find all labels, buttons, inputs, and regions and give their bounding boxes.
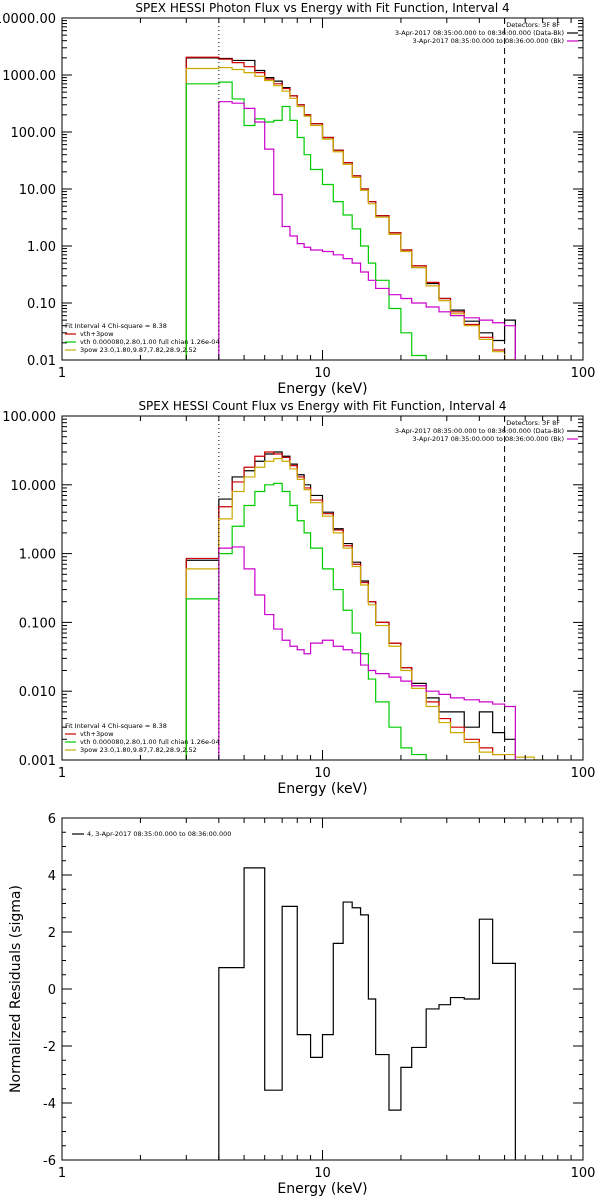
x-axis-label: Energy (keV)	[277, 1181, 367, 1197]
y-tick-label: 10.000	[11, 479, 57, 494]
legend-entry-label: 3-Apr-2017 08:35:00.000 to 08:36:00.000 …	[413, 435, 564, 443]
y-tick-label: -2	[43, 1040, 56, 1055]
chart-panel-3: 1 10 100 Energy (keV) 6 4 2 0 -2 -4 -6 Normalized R…	[8, 812, 595, 1197]
legend-entry-label: 3pow 23.0,1.80,9.87,7.82,28.9,2.52	[80, 746, 197, 754]
y-tick-label: 6	[48, 812, 56, 827]
y-tick-label: 1000.00	[2, 69, 56, 84]
chart-panel-2: SPEX HESSI Count Flux vs Energy with Fit…	[2, 399, 595, 797]
legend-header: Detectors: 3F 8F	[506, 21, 560, 29]
legend-entry-label: vth 0.000080,2.80,1.00 full chian 1.26e-…	[80, 338, 220, 346]
y-tick-label: -4	[43, 1097, 56, 1112]
y-tick-label: 100.00	[11, 126, 57, 141]
y-tick-label: 0	[48, 983, 56, 998]
legend-entry-label: 3-Apr-2017 08:35:00.000 to 08:36:00.000 …	[395, 427, 564, 435]
chart-title: SPEX HESSI Count Flux vs Energy with Fit…	[138, 399, 506, 413]
chart-title: SPEX HESSI Photon Flux vs Energy with Fi…	[135, 1, 509, 15]
x-tick-label: 1	[58, 766, 66, 781]
x-tick-label: 100	[571, 366, 596, 381]
legend-header: Fit Interval 4 Chi-square = 8.38	[65, 722, 167, 730]
x-tick-label: 100	[571, 766, 596, 781]
series-group	[185, 56, 527, 360]
y-tick-label: 0.10	[27, 297, 56, 312]
y-tick-label: 100.000	[2, 410, 56, 425]
legend-top-right: Detectors: 3F 8F3-Apr-2017 08:35:00.000 …	[395, 21, 578, 45]
legend-header: Detectors: 3F 8F	[506, 419, 560, 427]
y-tick-label: 0.100	[19, 616, 56, 631]
x-tick-label: 10	[314, 766, 331, 781]
y-tick-label: 10000.00	[0, 12, 56, 27]
y-tick-label: 1.000	[19, 548, 56, 563]
y-tick-label: 0.010	[19, 685, 56, 700]
x-tick-label: 10	[314, 1166, 331, 1181]
legend-entry-label: 3pow 23.0,1.80,9.87,7.82,28.9,2.52	[80, 346, 197, 354]
legend-entry-label: 4, 3-Apr-2017 08:35:00.000 to 08:36:00.0…	[87, 830, 231, 838]
y-axis-label: Normalized Residuals (sigma)	[8, 885, 24, 1093]
x-axis-label: Energy (keV)	[277, 781, 367, 797]
legend-entry-label: vth 0.000080,2.80,1.00 full chian 1.26e-…	[80, 738, 220, 746]
y-tick-label: 4	[48, 869, 56, 884]
series-line-3	[185, 458, 546, 760]
y-tick-label: 10.00	[19, 183, 56, 198]
series-line-5	[218, 546, 516, 760]
series-group	[218, 867, 516, 1160]
y-tick-label: 1.00	[27, 240, 56, 255]
x-tick-label: 10	[314, 366, 331, 381]
legend-entry-label: 3-Apr-2017 08:35:00.000 to 08:36:00.000 …	[395, 29, 564, 37]
x-tick-label: 1	[58, 1166, 66, 1181]
series-line-1	[218, 867, 516, 1160]
series-group	[185, 451, 546, 760]
series-line-4	[185, 482, 438, 760]
x-tick-label: 1	[58, 366, 66, 381]
legend-bottom-left: Fit Interval 4 Chi-square = 8.38vth+3pow…	[65, 722, 220, 754]
series-line-4	[185, 81, 438, 360]
x-tick-label: 100	[571, 1166, 596, 1181]
y-tick-label: 0.01	[27, 354, 56, 369]
legend-bottom-left: Fit Interval 4 Chi-square = 8.38vth+3pow…	[65, 322, 220, 354]
legend-top-right: Detectors: 3F 8F3-Apr-2017 08:35:00.000 …	[395, 419, 578, 443]
legend-header: Fit Interval 4 Chi-square = 8.38	[65, 322, 167, 330]
legend-entry-label: 3-Apr-2017 08:35:00.000 to 08:36:00.000 …	[413, 37, 564, 45]
series-line-5	[218, 101, 516, 360]
y-tick-label: 2	[48, 926, 56, 941]
y-tick-label: -6	[43, 1154, 56, 1169]
chart-panel-1: SPEX HESSI Photon Flux vs Energy with Fi…	[0, 1, 595, 397]
y-tick-label: 0.001	[19, 754, 56, 769]
x-axis-label: Energy (keV)	[277, 381, 367, 397]
legend-entry-label: vth+3pow	[80, 330, 114, 338]
legend-entry-label: vth+3pow	[80, 730, 114, 738]
series-line-3	[185, 66, 527, 360]
legend-top-left: 4, 3-Apr-2017 08:35:00.000 to 08:36:00.0…	[72, 830, 231, 838]
